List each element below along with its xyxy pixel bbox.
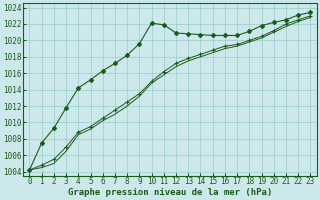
X-axis label: Graphe pression niveau de la mer (hPa): Graphe pression niveau de la mer (hPa): [68, 188, 272, 197]
